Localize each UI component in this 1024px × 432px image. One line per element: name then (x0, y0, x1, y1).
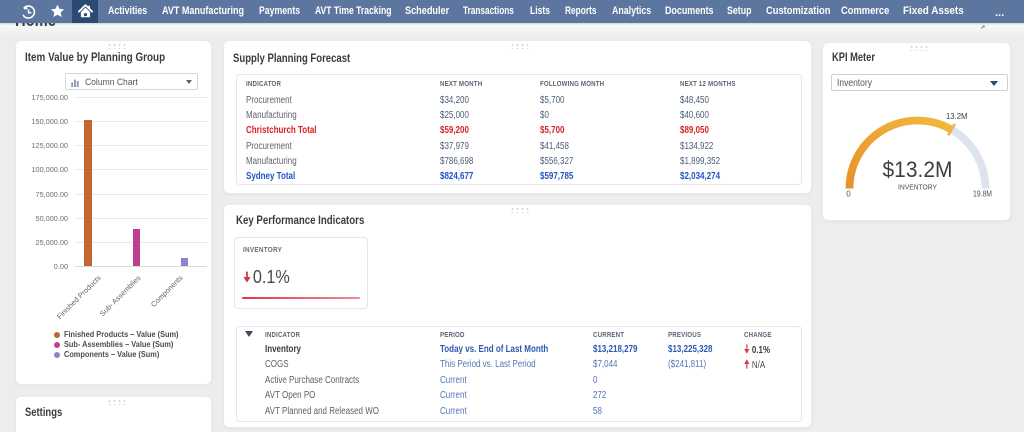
svg-text:0: 0 (846, 190, 851, 199)
svg-text:$13.2M: $13.2M (883, 157, 953, 182)
svg-text:INVENTORY: INVENTORY (898, 183, 937, 192)
svg-text:13.2M: 13.2M (946, 111, 968, 121)
svg-text:19.8M: 19.8M (973, 190, 992, 199)
